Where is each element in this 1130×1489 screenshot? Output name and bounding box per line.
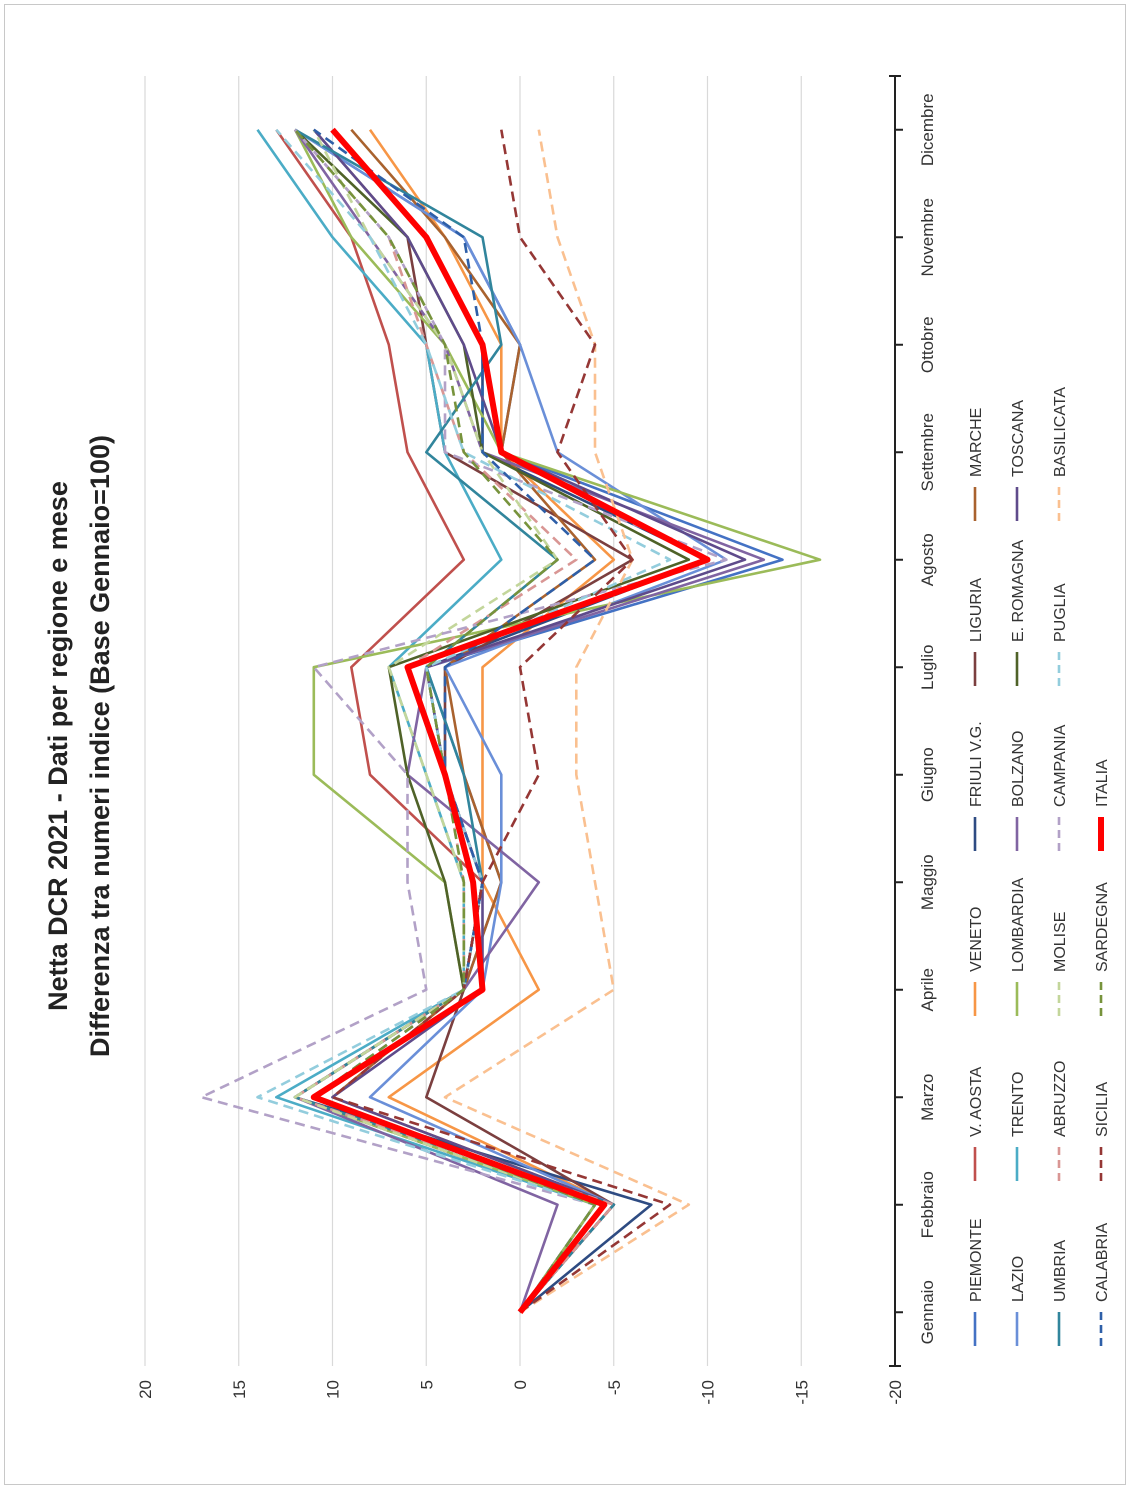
legend-label: MARCHE — [968, 408, 985, 477]
x-tick-label: Dicembre — [918, 93, 937, 166]
legend-item-campania: CAMPANIA — [1052, 724, 1069, 851]
series-line-calabria — [312, 128, 597, 1313]
series-line-sicilia — [331, 129, 672, 1314]
legend-item-puglia: PUGLIA — [1052, 583, 1069, 686]
series-line-basilicata — [443, 129, 691, 1314]
y-tick-label: -15 — [792, 1380, 811, 1405]
x-tick-label: Aprile — [918, 968, 937, 1011]
legend-item-trento: TRENTO — [1010, 1072, 1027, 1181]
chart-subtitle: Differenza tra numeri indice (Base Genna… — [85, 435, 115, 1057]
legend-label: BOLZANO — [1010, 731, 1027, 807]
x-tick-label: Febbraio — [918, 1171, 937, 1238]
y-tick-label: -5 — [605, 1380, 624, 1395]
x-tick-label: Marzo — [918, 1074, 937, 1121]
series-line-veneto — [368, 128, 616, 1314]
legend-label: E. ROMAGNA — [1010, 539, 1027, 642]
x-tick-label: Novembre — [918, 198, 937, 276]
series-line-bolzano — [293, 128, 766, 1313]
legend-item-bolzano: BOLZANO — [1010, 731, 1027, 851]
chart-frame: 20 15 10 5 0 -5 -10 -15 -20 Gennaio Febbraio Marzo A… — [4, 4, 1126, 1485]
legend-label: LAZIO — [1010, 1256, 1027, 1302]
legend-label: SARDEGNA — [1094, 882, 1111, 972]
x-tick-label: Luglio — [918, 645, 937, 690]
legend-label: TOSCANA — [1010, 400, 1027, 477]
legend-item-v-aosta: V. AOSTA — [968, 1066, 985, 1181]
legend-label: PIEMONTE — [968, 1218, 985, 1302]
series-lines — [200, 127, 822, 1315]
legend-label: CALABRIA — [1094, 1223, 1111, 1302]
legend-item-sicilia: SICILIA — [1094, 1082, 1111, 1181]
legend-item-toscana: TOSCANA — [1010, 400, 1027, 521]
axes: 20 15 10 5 0 -5 -10 -15 -20 Gennaio Febbraio Marzo A… — [136, 75, 937, 1405]
y-tick-label: 20 — [136, 1380, 155, 1399]
x-tick-label: Giugno — [918, 747, 937, 802]
x-tick-label: Agosto — [918, 533, 937, 586]
x-tick-label: Maggio — [918, 854, 937, 910]
legend-item-piemonte: PIEMONTE — [968, 1218, 985, 1346]
legend-label: ITALIA — [1094, 759, 1111, 807]
series-line-sardegna — [294, 128, 597, 1313]
x-tick-label: Gennaio — [918, 1280, 937, 1344]
legend-item-liguria: LIGURIA — [968, 578, 985, 686]
legend-label: SICILIA — [1094, 1082, 1111, 1137]
legend-label: BASILICATA — [1052, 387, 1069, 477]
legend-item-lombardia: LOMBARDIA — [1010, 877, 1027, 1016]
legend-label: V. AOSTA — [968, 1066, 985, 1137]
x-tick-label: Settembre — [918, 413, 937, 491]
legend-item-veneto: VENETO — [968, 907, 985, 1016]
legend-item-friuli-v-g: FRIULI V.G. — [968, 721, 985, 851]
legend: PIEMONTE V. AOSTA VENETO FRIULI V.G. LIGURIA… — [968, 387, 1111, 1346]
legend-item-basilicata: BASILICATA — [1052, 387, 1069, 521]
legend-label: LIGURIA — [968, 578, 985, 642]
series-line-lazio — [294, 128, 728, 1314]
legend-label: MOLISE — [1052, 912, 1069, 972]
y-tick-label: 0 — [511, 1380, 530, 1389]
legend-item-italia: ITALIA — [1094, 759, 1111, 851]
y-tick-label: 10 — [324, 1380, 343, 1399]
legend-item-sardegna: SARDEGNA — [1094, 882, 1111, 1016]
legend-item-abruzzo: ABRUZZO — [1052, 1061, 1069, 1181]
series-line-italia — [310, 127, 711, 1315]
chart-title: Netta DCR 2021 - Dati per regione e mese — [43, 481, 73, 1011]
legend-item-umbria: UMBRIA — [1052, 1239, 1069, 1346]
x-tick-label: Ottobre — [918, 316, 937, 373]
series-line-lombardia — [293, 129, 822, 1313]
y-tick-label: 5 — [417, 1380, 436, 1389]
legend-item-marche: MARCHE — [968, 408, 985, 521]
legend-item-e-romagna: E. ROMAGNA — [1010, 539, 1027, 686]
line-chart: 20 15 10 5 0 -5 -10 -15 -20 Gennaio Febbraio Marzo A… — [43, 75, 1111, 1405]
y-tick-label: -10 — [699, 1380, 718, 1405]
y-tick-label: 15 — [230, 1380, 249, 1399]
legend-label: CAMPANIA — [1052, 724, 1069, 807]
series-line-molise — [293, 129, 597, 1313]
legend-item-lazio: LAZIO — [1010, 1256, 1027, 1346]
legend-item-calabria: CALABRIA — [1094, 1223, 1111, 1346]
legend-label: VENETO — [968, 907, 985, 973]
legend-label: UMBRIA — [1052, 1239, 1069, 1302]
legend-label: FRIULI V.G. — [968, 721, 985, 807]
series-line-piemonte — [293, 128, 784, 1313]
legend-label: LOMBARDIA — [1010, 877, 1027, 972]
legend-label: TRENTO — [1010, 1072, 1027, 1137]
y-tick-label: -20 — [886, 1380, 905, 1405]
legend-item-molise: MOLISE — [1052, 912, 1069, 1016]
legend-label: ABRUZZO — [1052, 1061, 1069, 1137]
legend-label: PUGLIA — [1052, 583, 1069, 642]
